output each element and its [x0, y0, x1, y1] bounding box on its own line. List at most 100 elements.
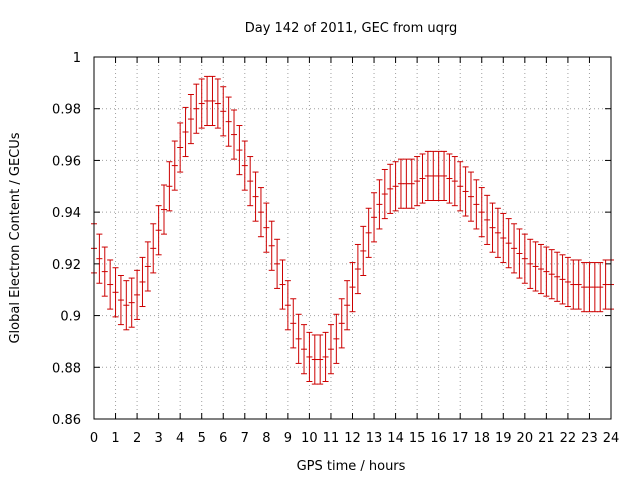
- data-point-error-bar: [317, 334, 324, 385]
- data-point-error-bar: [193, 83, 200, 134]
- data-point-error-bar: [467, 171, 474, 222]
- data-point-error-bar: [204, 75, 211, 127]
- data-point-error-bar: [591, 262, 598, 313]
- data-point-error-bar: [177, 122, 184, 173]
- data-point-error-bar: [500, 212, 507, 264]
- data-point-error-bar: [484, 194, 491, 245]
- data-point-error-bar: [478, 187, 485, 238]
- data-point-error-bar: [306, 331, 313, 383]
- x-tick-label: 5: [198, 431, 206, 446]
- data-point-error-bar: [543, 246, 550, 297]
- data-point-error-bar: [161, 184, 168, 235]
- y-tick-label: 0.94: [52, 206, 81, 221]
- y-tick-label: 0.86: [52, 413, 81, 428]
- x-tick-label: 23: [581, 431, 598, 446]
- data-point-error-bar: [516, 228, 523, 279]
- data-point-error-bar: [537, 243, 544, 295]
- data-point-error-bar: [511, 223, 518, 274]
- data-point-error-bar: [344, 280, 351, 331]
- data-point-error-bar: [527, 238, 534, 289]
- data-point-error-bar: [354, 243, 361, 295]
- chart-title: Day 142 of 2011, GEC from uqrg: [245, 21, 458, 36]
- data-point-error-bar: [586, 262, 593, 313]
- x-tick-label: 18: [473, 431, 490, 446]
- data-point-error-bar: [521, 233, 528, 284]
- x-tick-label: 11: [323, 431, 340, 446]
- data-point-error-bar: [376, 179, 383, 230]
- data-point-error-bar: [220, 86, 227, 137]
- x-tick-label: 3: [154, 431, 162, 446]
- data-point-error-bar: [333, 313, 340, 364]
- data-point-error-bar: [112, 267, 119, 318]
- data-point-error-bar: [209, 75, 216, 127]
- data-point-error-bar: [548, 249, 555, 300]
- data-point-error-bar: [430, 150, 437, 202]
- data-point-error-bar: [311, 334, 318, 385]
- data-point-error-bar: [403, 158, 410, 209]
- y-tick-label: 0.98: [52, 103, 81, 118]
- data-point-error-bar: [349, 262, 356, 313]
- y-tick-label: 1: [73, 51, 81, 66]
- data-point-error-bar: [446, 153, 453, 204]
- data-point-error-bar: [570, 259, 577, 310]
- data-point-error-bar: [155, 205, 162, 256]
- data-point-error-bar: [473, 179, 480, 230]
- data-point-error-bar: [284, 280, 291, 331]
- x-tick-label: 15: [409, 431, 426, 446]
- data-point-error-bar: [559, 254, 566, 305]
- x-tick-label: 20: [517, 431, 534, 446]
- x-tick-label: 7: [241, 431, 249, 446]
- data-series: [91, 75, 614, 385]
- y-axis-label: Global Electron Content / GECUs: [8, 132, 23, 343]
- data-point-error-bar: [489, 202, 496, 253]
- data-point-error-bar: [134, 269, 141, 320]
- data-point-error-bar: [441, 150, 448, 202]
- data-point-error-bar: [602, 259, 609, 310]
- data-point-error-bar: [268, 220, 275, 271]
- data-point-error-bar: [144, 241, 151, 292]
- data-point-error-bar: [532, 241, 539, 292]
- data-point-error-bar: [397, 158, 404, 209]
- data-point-error-bar: [123, 280, 130, 331]
- data-point-error-bar: [575, 259, 582, 310]
- data-point-error-bar: [247, 156, 254, 207]
- data-point-error-bar: [295, 313, 302, 364]
- data-point-error-bar: [290, 298, 297, 349]
- data-point-error-bar: [371, 192, 378, 243]
- data-point-error-bar: [101, 246, 108, 297]
- data-point-error-bar: [327, 324, 334, 375]
- x-tick-label: 14: [387, 431, 404, 446]
- x-tick-label: 16: [430, 431, 447, 446]
- data-point-error-bar: [187, 93, 194, 145]
- data-point-error-bar: [128, 277, 135, 328]
- data-point-error-bar: [214, 78, 221, 129]
- data-point-error-bar: [171, 140, 178, 191]
- data-point-error-bar: [554, 251, 561, 302]
- x-tick-label: 10: [301, 431, 318, 446]
- x-tick-label: 0: [90, 431, 98, 446]
- data-point-error-bar: [365, 207, 372, 258]
- data-point-error-bar: [408, 158, 415, 209]
- data-point-error-bar: [462, 166, 469, 217]
- x-tick-label: 9: [284, 431, 292, 446]
- y-tick-label: 0.92: [52, 258, 81, 273]
- data-point-error-bar: [107, 259, 114, 310]
- data-point-error-bar: [301, 324, 308, 375]
- x-tick-label: 22: [560, 431, 577, 446]
- data-point-error-bar: [360, 225, 367, 276]
- data-point-error-bar: [182, 106, 189, 158]
- data-point-error-bar: [505, 218, 512, 269]
- x-tick-label: 21: [538, 431, 555, 446]
- data-point-error-bar: [338, 298, 345, 349]
- x-tick-label: 1: [111, 431, 119, 446]
- x-tick-label: 8: [262, 431, 270, 446]
- data-point-error-bar: [279, 259, 286, 310]
- x-tick-label: 24: [603, 431, 620, 446]
- data-point-error-bar: [597, 262, 604, 313]
- axis-ticks: 0 1 2 3 4 5 6 7 8 9 10 11 12 13 14 15 16 17 18 19 20 21 22 23 24…: [52, 51, 619, 446]
- y-tick-label: 0.96: [52, 154, 81, 169]
- x-axis-label: GPS time / hours: [297, 459, 406, 474]
- data-point-error-bar: [414, 156, 421, 207]
- data-point-error-bar: [435, 150, 442, 202]
- data-point-error-bar: [252, 171, 259, 222]
